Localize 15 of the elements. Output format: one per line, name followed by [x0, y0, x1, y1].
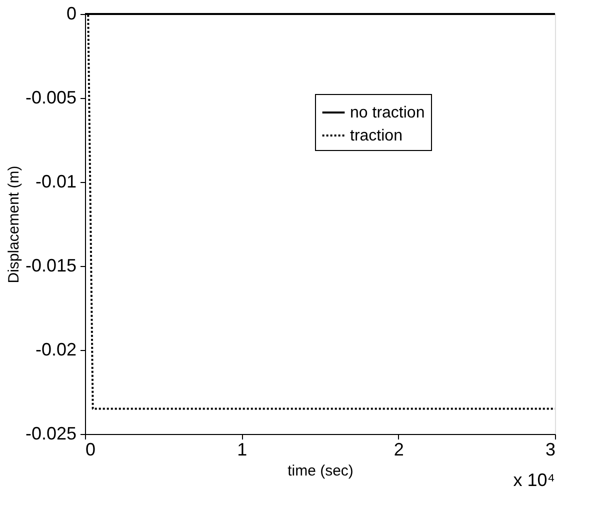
x-tick-label: 3 [545, 440, 556, 460]
y-tick-label: -0.01 [35, 172, 76, 192]
y-tick-label: -0.015 [25, 256, 76, 276]
y-tick-label: 0 [66, 4, 76, 24]
y-tick-label: -0.025 [25, 424, 76, 444]
legend-label: no traction [350, 104, 425, 122]
y-tick-label: -0.02 [35, 340, 76, 360]
y-axis-title: Displacement (m) [5, 166, 22, 284]
y-tick-label: -0.005 [25, 88, 76, 108]
x-axis-title: time (sec) [288, 462, 354, 480]
text: x 10⁴ [513, 470, 555, 490]
x-tick-label: 0 [86, 440, 96, 460]
legend-label: traction [350, 128, 402, 144]
x-tick-label: 2 [394, 440, 404, 460]
x-tick-label: 1 [237, 440, 248, 460]
